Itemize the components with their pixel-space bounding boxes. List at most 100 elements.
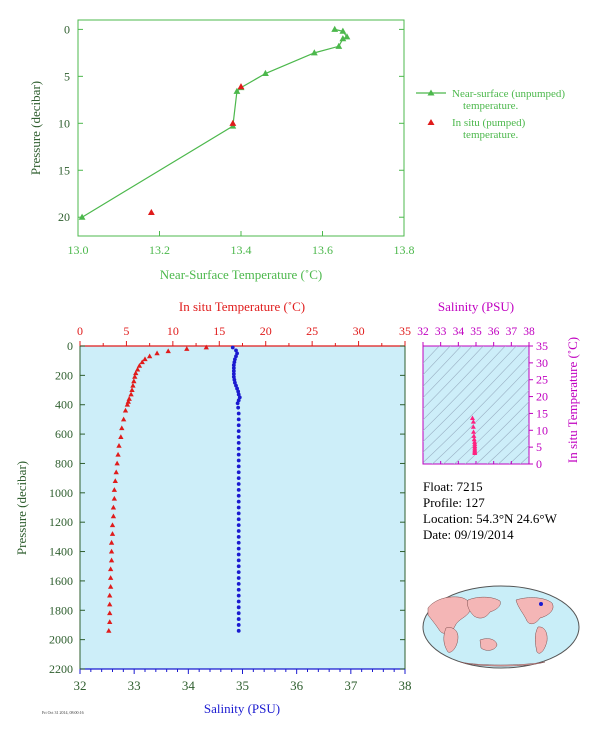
salinity-profile-point	[232, 377, 237, 382]
ts-contour-line	[423, 346, 506, 432]
temperature-profile-point	[165, 348, 171, 354]
salinity-profile-point	[236, 540, 241, 545]
near-surface-point	[262, 69, 269, 77]
ts-x-tick-label: 34	[453, 326, 465, 338]
near-surface-y-tick-label: 20	[58, 210, 70, 224]
ts-contour-line	[486, 423, 529, 464]
profile-y-label: Pressure (decibar)	[14, 461, 29, 555]
ts-y-tick-label: 20	[536, 390, 548, 404]
salinity-profile-point	[236, 587, 241, 592]
map-land-asia	[467, 596, 501, 619]
salinity-profile-point	[236, 429, 241, 434]
profile-plot-area	[80, 346, 405, 669]
profile-y-tick-label: 1000	[49, 486, 73, 500]
near-surface-x-label: Near-Surface Temperature (˚C)	[160, 267, 322, 282]
salinity-profile-point	[236, 593, 241, 598]
legend-marker-in-situ	[427, 119, 435, 125]
temperature-profile-point	[122, 407, 129, 413]
ts-y-tick-label: 25	[536, 373, 548, 387]
ts-y-tick-label: 0	[536, 457, 542, 471]
ts-x-tick-label: 38	[523, 326, 535, 338]
temperature-profile-point	[128, 391, 134, 397]
in-situ-point	[237, 83, 245, 90]
profile-y-tick-label: 200	[55, 368, 73, 382]
salinity-profile-point	[236, 523, 241, 528]
temperature-profile-point	[115, 451, 121, 457]
temperature-profile-point	[131, 378, 137, 384]
in-situ-point	[229, 119, 237, 126]
float-id: Float: 7215	[423, 479, 483, 494]
ts-contour-line	[508, 445, 529, 464]
in-situ-point	[147, 208, 155, 216]
salinity-profile-point	[236, 564, 241, 569]
salinity-profile-point	[235, 401, 240, 406]
temperature-profile-point	[109, 531, 116, 536]
salinity-profile-point	[236, 464, 241, 469]
ts-contour-line	[497, 434, 529, 464]
salinity-profile-point	[236, 552, 241, 557]
profile-top-tick-label: 20	[260, 324, 272, 338]
temperature-profile-point	[146, 353, 153, 359]
temperature-profile-point	[142, 356, 148, 362]
temperature-profile-point	[136, 363, 143, 368]
salinity-profile-point	[236, 605, 241, 610]
salinity-profile-point	[236, 529, 241, 533]
profile-top-tick-label: 25	[306, 324, 318, 338]
profile-bottom-tick-label: 32	[74, 678, 87, 693]
temperature-profile-point	[119, 425, 125, 431]
ts-x-tick-label: 36	[488, 326, 500, 338]
ts-contour-line	[431, 367, 529, 464]
near-surface-point	[339, 27, 347, 34]
profile-top-tick-label: 0	[77, 324, 83, 338]
temperature-profile-point	[116, 443, 122, 448]
map-land-australia	[479, 638, 498, 651]
near-surface-x-tick-label: 13.2	[149, 243, 170, 257]
salinity-profile-point	[236, 611, 241, 616]
temperature-profile-point	[113, 469, 119, 475]
ts-point	[471, 436, 477, 442]
salinity-profile-point	[236, 576, 241, 580]
ts-contour-line	[442, 378, 529, 464]
ts-x-tick-label: 33	[435, 326, 447, 338]
legend-label-in-situ: In situ (pumped)	[452, 117, 526, 129]
salinity-profile-point	[235, 386, 239, 391]
salinity-profile-point	[236, 505, 241, 510]
temperature-profile-point	[112, 478, 118, 484]
temperature-profile-point	[107, 566, 114, 572]
ts-contour-line	[453, 389, 529, 464]
ts-y-tick-label: 15	[536, 406, 548, 420]
temperature-profile-point	[106, 628, 112, 633]
profile-y-tick-label: 400	[55, 398, 73, 412]
temperature-profile-point	[120, 416, 127, 422]
profile-panel: 0200400600800100012001400160018002000220…	[14, 299, 412, 716]
salinity-profile-point	[236, 392, 241, 397]
temperature-profile-point	[107, 592, 113, 598]
salinity-profile-point	[234, 354, 238, 359]
salinity-profile-point	[231, 371, 236, 376]
near-surface-x-tick-label: 13.6	[312, 243, 333, 257]
profile-y-tick-label: 0	[67, 339, 73, 353]
profile-y-tick-label: 2000	[49, 633, 73, 647]
salinity-profile-point	[236, 423, 241, 428]
temperature-profile-point	[109, 522, 116, 528]
salinity-profile-point	[236, 546, 241, 551]
ts-point	[472, 450, 478, 456]
profile-top-tick-label: 15	[213, 324, 225, 338]
footer-stamp: Fri Oct 31 2014, 08:00:16	[42, 710, 84, 716]
salinity-profile-point	[235, 351, 239, 356]
temperature-profile-point	[111, 487, 118, 492]
profile-bottom-tick-label: 37	[344, 678, 358, 693]
profile-y-tick-label: 1400	[49, 545, 73, 559]
salinity-profile-point	[236, 435, 241, 439]
salinity-profile-point	[236, 476, 241, 481]
profile-y-tick-label: 1200	[49, 515, 73, 529]
temperature-profile-point	[107, 619, 113, 624]
near-surface-point	[233, 87, 241, 94]
temperature-profile-point	[110, 513, 117, 519]
temperature-profile-point	[108, 548, 115, 554]
near-surface-y-tick-label: 15	[58, 163, 70, 177]
salinity-profile-point	[236, 511, 241, 516]
ts-point	[471, 429, 476, 434]
near-surface-y-tick-label: 0	[64, 22, 70, 36]
temperature-profile-point	[133, 370, 139, 376]
